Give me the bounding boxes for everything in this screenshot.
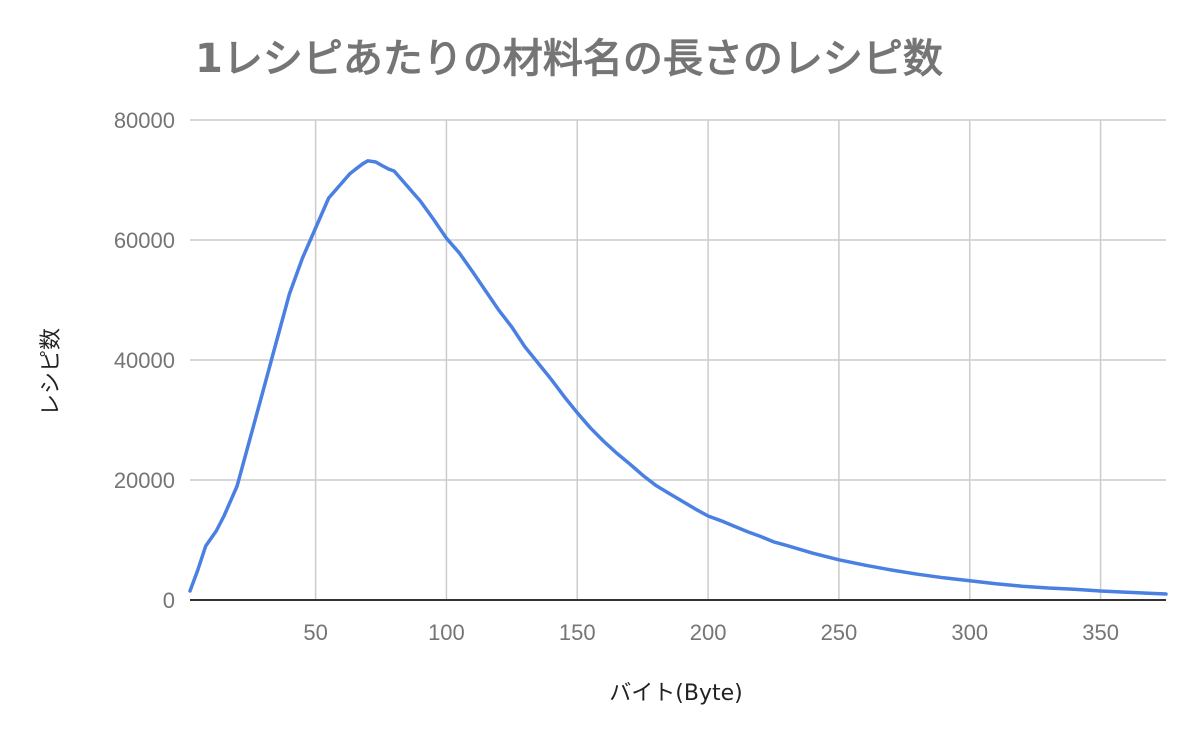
y-axis-ticks: 0 20000 40000 60000 80000 [114,108,175,613]
y-tick-label: 60000 [114,228,175,253]
y-tick-label: 20000 [114,468,175,493]
chart-title: 1レシピあたりの材料名の長さのレシピ数 [195,36,943,82]
y-tick-label: 40000 [114,348,175,373]
x-tick-label: 250 [821,620,858,645]
y-tick-label: 0 [163,588,175,613]
x-tick-label: 300 [951,620,988,645]
x-axis-label: バイト(Byte) [609,681,742,706]
grid-lines [190,119,1166,600]
y-axis-label: レシピ数 [39,328,64,416]
x-tick-label: 50 [303,620,327,645]
x-tick-label: 100 [428,620,465,645]
series-line [188,159,1168,596]
x-tick-label: 350 [1082,620,1119,645]
x-tick-label: 200 [690,620,727,645]
x-tick-label: 150 [559,620,596,645]
x-axis-ticks: 50 100 150 200 250 300 350 [303,620,1119,645]
y-tick-label: 80000 [114,108,175,133]
